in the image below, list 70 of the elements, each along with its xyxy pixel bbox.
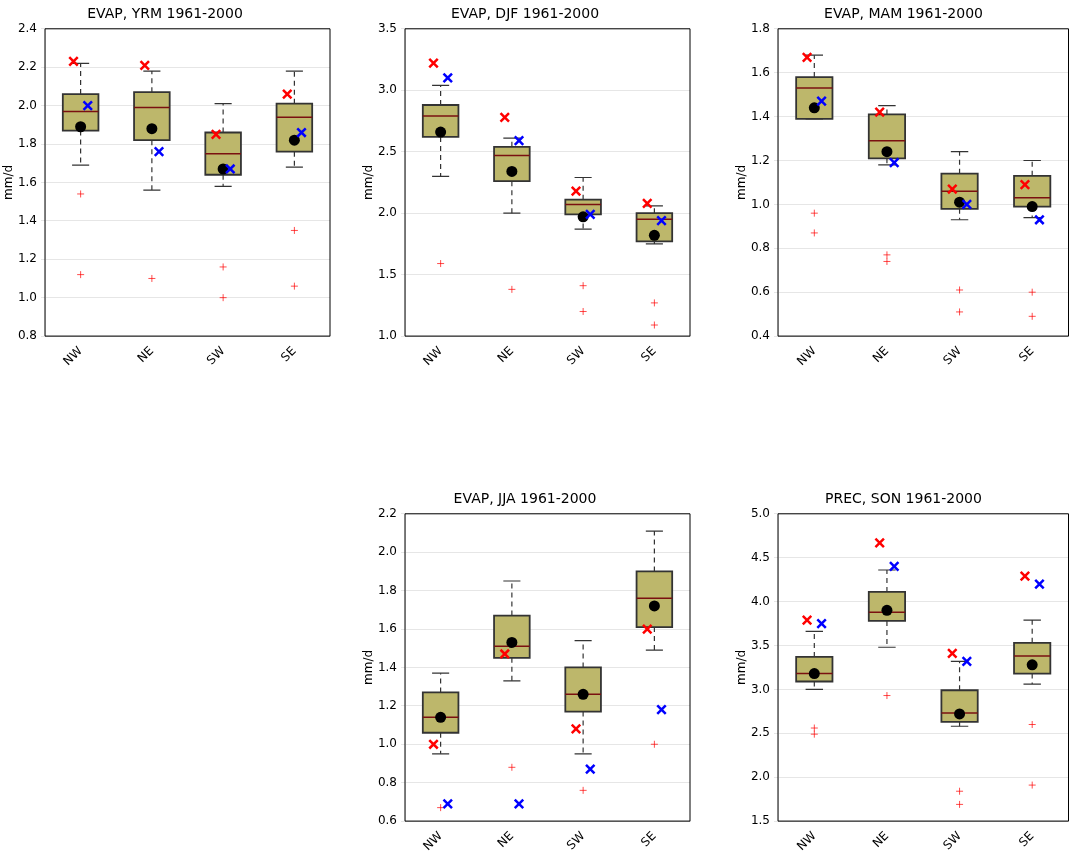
- y-tick-label: 1.2: [750, 152, 770, 167]
- y-tick-label: 2.0: [750, 769, 770, 784]
- chart-title: PREC, SON 1961-2000: [825, 490, 982, 507]
- chart-title: EVAP, DJF 1961-2000: [450, 5, 600, 22]
- x-tick-label: NE: [134, 343, 157, 366]
- y-tick-label: 4.5: [750, 549, 770, 564]
- x-tick-label: NW: [420, 828, 446, 854]
- y-tick-label: 1.4: [750, 108, 770, 123]
- y-tick-label: 2.5: [750, 725, 770, 740]
- x-tick-label: SE: [1015, 343, 1037, 365]
- y-tick-label: 1.2: [377, 697, 397, 712]
- y-tick-label: 1.2: [17, 251, 37, 266]
- chart-title: EVAP, MAM 1961-2000: [824, 5, 983, 22]
- y-tick-label: 4.0: [750, 593, 770, 608]
- y-tick-label: 1.6: [377, 621, 397, 636]
- y-tick-label: 1.0: [377, 328, 397, 343]
- y-tick-label: 1.0: [17, 289, 37, 304]
- x-tick-label: SW: [203, 343, 228, 368]
- y-axis-title: mm/d: [361, 164, 376, 200]
- y-tick-label: 3.5: [750, 637, 770, 652]
- y-axis-title: mm/d: [734, 164, 749, 200]
- y-tick-label: 2.2: [17, 59, 37, 74]
- y-tick-label: 0.6: [377, 813, 397, 828]
- x-tick-label: SE: [638, 828, 659, 850]
- x-tick-label: NW: [420, 343, 446, 369]
- x-tick-label: SW: [563, 828, 588, 853]
- y-tick-label: 1.4: [377, 659, 397, 674]
- y-tick-label: 1.6: [750, 64, 770, 79]
- x-tick-label: NW: [60, 343, 86, 369]
- x-tick-label: NW: [794, 828, 819, 854]
- y-axis-title: mm/d: [361, 649, 376, 685]
- chart-title: EVAP, YRM 1961-2000: [87, 5, 243, 22]
- x-tick-label: SW: [940, 828, 964, 853]
- y-tick-label: 2.2: [377, 505, 397, 520]
- chart-title: EVAP, JJA 1961-2000: [453, 490, 597, 507]
- y-tick-label: 2.0: [377, 205, 397, 220]
- x-tick-label: SE: [1015, 828, 1037, 850]
- y-axis-title: mm/d: [1, 164, 16, 200]
- y-tick-label: 1.8: [377, 582, 397, 597]
- y-tick-label: 0.6: [750, 284, 770, 299]
- y-tick-label: 0.4: [750, 328, 770, 343]
- y-tick-label: 0.8: [750, 240, 770, 255]
- x-tick-label: NE: [869, 343, 892, 366]
- y-tick-label: 1.0: [750, 196, 770, 211]
- y-tick-label: 1.8: [750, 20, 770, 35]
- x-tick-label: SW: [940, 343, 964, 368]
- y-tick-label: 5.0: [750, 505, 770, 520]
- y-tick-label: 3.0: [377, 82, 397, 97]
- x-tick-label: NE: [494, 828, 517, 851]
- y-tick-label: 1.6: [17, 174, 37, 189]
- x-tick-label: SE: [638, 343, 659, 365]
- x-tick-label: NW: [794, 343, 819, 369]
- y-tick-label: 0.8: [377, 774, 397, 789]
- y-tick-label: 3.0: [750, 681, 770, 696]
- y-tick-label: 1.8: [17, 136, 37, 151]
- y-tick-label: 2.5: [377, 143, 397, 158]
- y-tick-label: 3.5: [377, 20, 397, 35]
- y-tick-label: 1.0: [377, 736, 397, 751]
- y-tick-label: 0.8: [17, 328, 37, 343]
- x-tick-label: NE: [869, 828, 892, 851]
- x-tick-label: NE: [494, 343, 517, 366]
- y-axis-title: mm/d: [734, 649, 749, 685]
- y-tick-label: 1.5: [750, 813, 770, 828]
- y-tick-label: 1.5: [377, 266, 397, 281]
- y-tick-label: 2.0: [17, 97, 37, 112]
- x-tick-label: SW: [563, 343, 588, 368]
- y-tick-label: 2.0: [377, 544, 397, 559]
- x-tick-label: SE: [278, 343, 299, 365]
- y-tick-label: 1.4: [17, 212, 37, 227]
- y-tick-label: 2.4: [17, 20, 37, 35]
